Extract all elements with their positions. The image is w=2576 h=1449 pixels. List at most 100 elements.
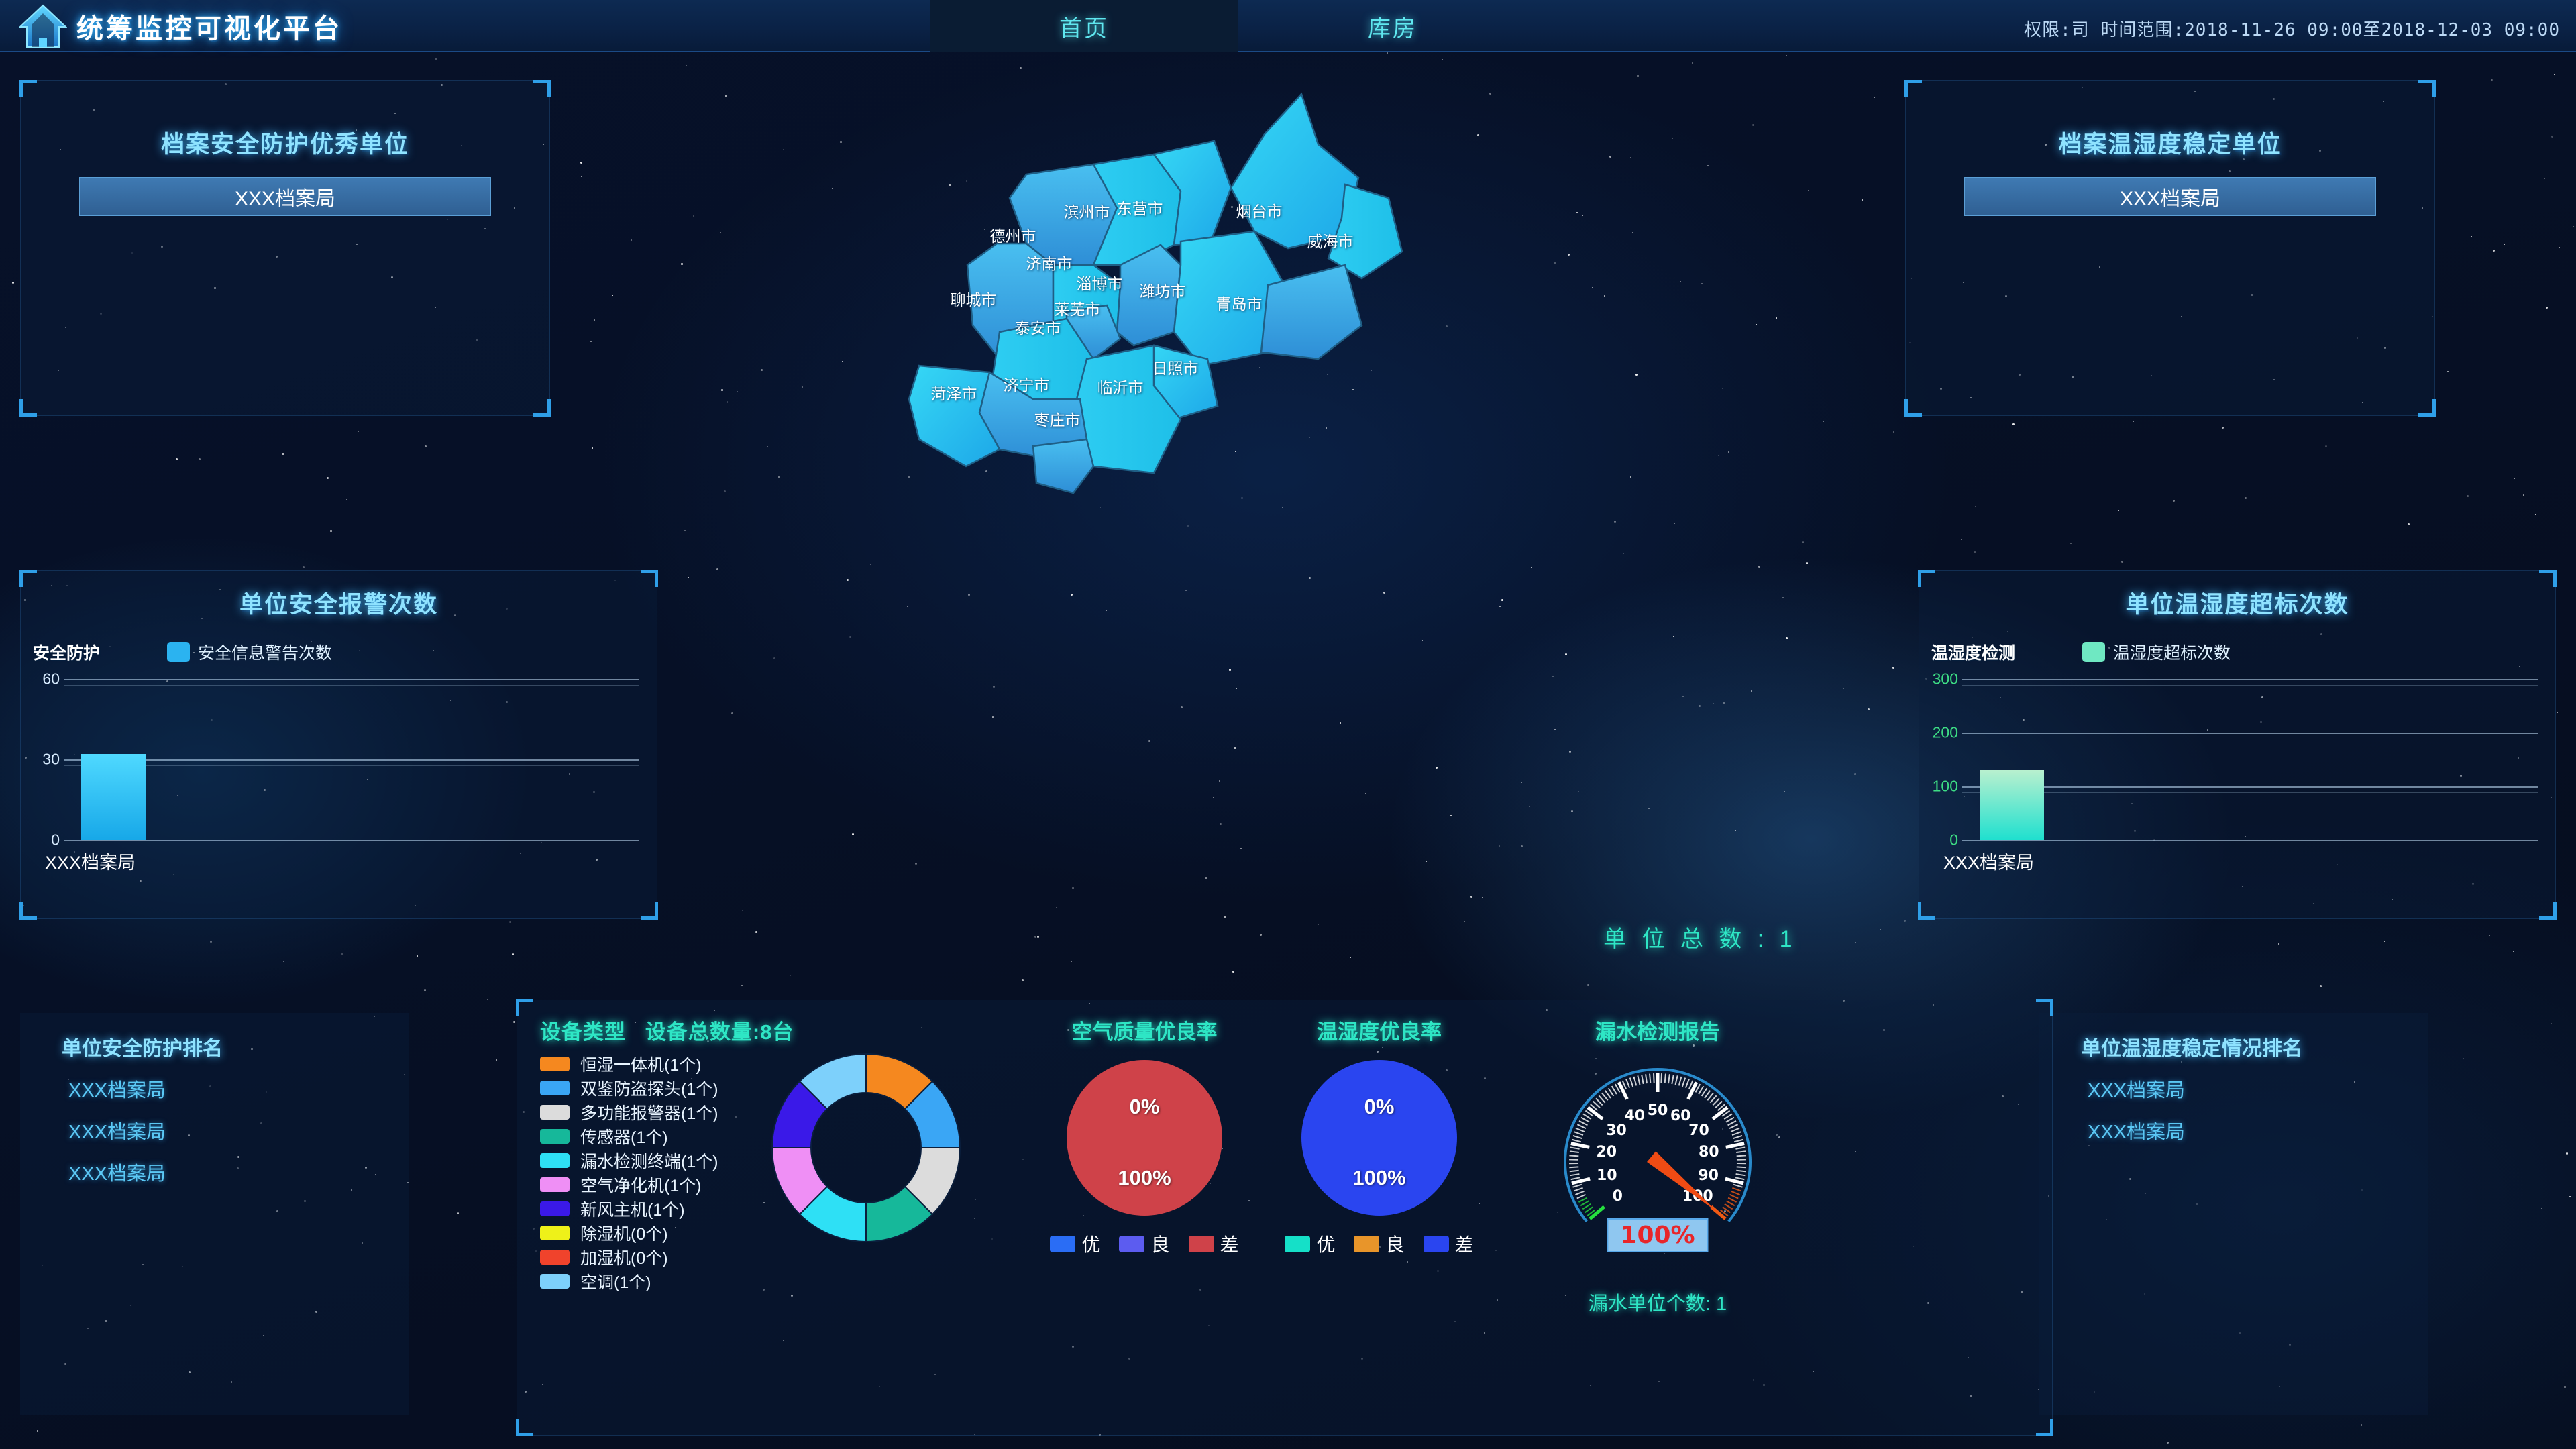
map-city-label: 青岛市 bbox=[1216, 291, 1263, 314]
panel-security-alarm-chart: 单位安全报警次数 安全防护 安全信息警告次数 0 30 60 XXX档案局 bbox=[20, 570, 657, 919]
corner-decoration bbox=[19, 399, 37, 417]
device-legend-swatch bbox=[540, 1250, 570, 1265]
gauge-tick-label: 40 bbox=[1624, 1108, 1645, 1124]
chart-y-tick: 200 bbox=[1919, 724, 1958, 742]
air-quality-legend[interactable]: 优良差 bbox=[1034, 1230, 1255, 1257]
pie-legend-swatch bbox=[1354, 1236, 1379, 1252]
device-legend-label: 多功能报警器(1个) bbox=[580, 1100, 718, 1124]
pie-legend-item[interactable]: 差 bbox=[1189, 1230, 1239, 1257]
chart-y-tick: 60 bbox=[21, 670, 60, 688]
pie-legend-label: 优 bbox=[1316, 1230, 1335, 1257]
stable-unit-item[interactable]: XXX档案局 bbox=[1964, 177, 2377, 216]
device-donut-chart[interactable] bbox=[765, 1047, 967, 1248]
donut-svg bbox=[765, 1047, 967, 1248]
temp-humidity-legend[interactable]: 优良差 bbox=[1269, 1230, 1490, 1257]
device-legend-label: 除湿机(0个) bbox=[580, 1221, 668, 1245]
map-city-label: 济宁市 bbox=[1004, 372, 1050, 395]
corner-decoration bbox=[2418, 80, 2436, 97]
pie-legend-item[interactable]: 良 bbox=[1119, 1230, 1169, 1257]
gauge-value-readout: 100% bbox=[1607, 1218, 1708, 1252]
corner-decoration bbox=[516, 999, 533, 1016]
app-title: 统筹监控可视化平台 bbox=[76, 7, 342, 46]
pie-legend-item[interactable]: 优 bbox=[1050, 1230, 1100, 1257]
chart-y-tick: 30 bbox=[21, 751, 60, 769]
map-city-label: 东营市 bbox=[1117, 196, 1163, 219]
leak-gauge[interactable]: 0102030405060708090100 100% bbox=[1544, 1055, 1772, 1256]
gauge-tick-label: 50 bbox=[1648, 1102, 1668, 1119]
list-item[interactable]: XXX档案局 bbox=[68, 1116, 409, 1144]
temp-humidity-pie[interactable]: 0% 100% bbox=[1301, 1060, 1457, 1216]
excellent-unit-item[interactable]: XXX档案局 bbox=[79, 177, 492, 216]
chart-gridline bbox=[1962, 733, 2538, 734]
leak-unit-count: 漏水单位个数: 1 bbox=[1517, 1288, 1799, 1316]
shandong-map[interactable]: 德州市 滨州市 东营市 烟台市 威海市 济南市 淄博市 潍坊市 聊城市 青岛市 莱芜市 泰安市 日照市菏… bbox=[624, 64, 1972, 989]
list-item[interactable]: XXX档案局 bbox=[68, 1158, 409, 1186]
legend-humidity-excess[interactable]: 温湿度超标次数 bbox=[2082, 640, 2231, 664]
chart-gridline bbox=[64, 765, 639, 766]
device-legend-item[interactable]: 空调(1个) bbox=[540, 1269, 996, 1293]
gauge-tick-label: 80 bbox=[1699, 1144, 1719, 1161]
tab-storeroom[interactable]: 库房 bbox=[1238, 0, 1547, 52]
list-item[interactable]: XXX档案局 bbox=[68, 1075, 409, 1103]
pie-legend-swatch bbox=[1424, 1236, 1449, 1252]
device-legend-swatch bbox=[540, 1057, 570, 1071]
temp-humidity-quality-block: 温湿度优良率 0% 100% 优良差 bbox=[1269, 1015, 1490, 1257]
axis-name-humidity: 温湿度检测 bbox=[1931, 640, 2015, 664]
chart-gridline bbox=[64, 759, 639, 761]
panel-device-overview: 设备类型 设备总数量:8台 恒湿一体机(1个) 双鉴防盗探头(1个) 多功能报警器(… bbox=[517, 1000, 2053, 1436]
device-legend-label: 双鉴防盗探头(1个) bbox=[580, 1076, 718, 1100]
air-quality-pie[interactable]: 0% 100% bbox=[1067, 1060, 1222, 1216]
plot-security-alarm: 0 30 60 bbox=[21, 679, 657, 840]
device-legend-label: 恒湿一体机(1个) bbox=[580, 1052, 702, 1076]
device-legend-swatch bbox=[540, 1226, 570, 1240]
pie-legend-label: 优 bbox=[1081, 1230, 1100, 1257]
chart-gridline bbox=[64, 685, 639, 686]
map-city-label: 枣庄市 bbox=[1034, 407, 1081, 430]
corner-decoration bbox=[2036, 1419, 2053, 1436]
device-legend-swatch bbox=[540, 1153, 570, 1168]
device-type-title: 设备类型 设备总数量:8台 bbox=[540, 1015, 996, 1045]
map-city-label: 临沂市 bbox=[1097, 375, 1144, 398]
device-legend-label: 漏水检测终端(1个) bbox=[580, 1148, 718, 1173]
map-city-label: 烟台市 bbox=[1236, 199, 1283, 221]
air-quality-value-top: 0% bbox=[1067, 1095, 1222, 1119]
pie-legend-item[interactable]: 差 bbox=[1424, 1230, 1474, 1257]
list-item[interactable]: XXX档案局 bbox=[2088, 1116, 2428, 1144]
device-legend-item[interactable]: 加湿机(0个) bbox=[540, 1245, 996, 1269]
map-city-label: 威海市 bbox=[1307, 229, 1354, 252]
chart-header-security-alarm: 安全防护 安全信息警告次数 bbox=[33, 640, 657, 664]
gauge-tick-label: 0 bbox=[1613, 1188, 1623, 1205]
chart-bar[interactable] bbox=[81, 754, 146, 840]
pie-legend-item[interactable]: 良 bbox=[1354, 1230, 1404, 1257]
gauge-tick-label: 90 bbox=[1698, 1167, 1719, 1184]
panel-humidity-rank: 单位温湿度稳定情况排名 XXX档案局 XXX档案局 bbox=[2039, 1013, 2428, 1415]
list-item[interactable]: XXX档案局 bbox=[2088, 1075, 2428, 1103]
gauge-tick-label: 70 bbox=[1688, 1122, 1709, 1139]
gauge-tick-label: 60 bbox=[1670, 1108, 1691, 1124]
tab-home-label: 首页 bbox=[1059, 10, 1109, 43]
panel-title-security-rank: 单位安全防护排名 bbox=[62, 1032, 409, 1061]
panel-stable-units: 档案温湿度稳定单位 XXX档案局 bbox=[1905, 80, 2435, 416]
corner-decoration bbox=[19, 570, 37, 587]
chart-y-tick: 0 bbox=[21, 831, 60, 849]
temp-humidity-value-top: 0% bbox=[1301, 1095, 1457, 1119]
xcat-humidity-excess: XXX档案局 bbox=[1943, 848, 2555, 874]
device-legend-swatch bbox=[540, 1201, 570, 1216]
chart-bar[interactable] bbox=[1980, 770, 2044, 840]
gauge-tick-label: 10 bbox=[1597, 1167, 1617, 1184]
corner-decoration bbox=[2539, 570, 2557, 587]
device-legend-swatch bbox=[540, 1177, 570, 1192]
unit-total-label: 单 位 总 数 : 1 bbox=[1603, 920, 1797, 953]
legend-security-alarm[interactable]: 安全信息警告次数 bbox=[167, 640, 332, 664]
map-city-label: 滨州市 bbox=[1064, 199, 1110, 222]
panel-excellent-units: 档案安全防护优秀单位 XXX档案局 bbox=[20, 80, 550, 416]
map-city-label: 潍坊市 bbox=[1140, 278, 1186, 301]
chart-axis-line bbox=[1962, 840, 2538, 841]
tab-home[interactable]: 首页 bbox=[930, 0, 1238, 52]
pie-legend-swatch bbox=[1050, 1236, 1075, 1252]
corner-decoration bbox=[1904, 399, 1922, 417]
map-city-label: 聊城市 bbox=[951, 287, 997, 310]
pie-legend-item[interactable]: 优 bbox=[1285, 1230, 1335, 1257]
leak-detection-block: 漏水检测报告 0102030405060708090100 100% 漏水单位个… bbox=[1517, 1015, 1799, 1316]
corner-decoration bbox=[533, 399, 551, 417]
